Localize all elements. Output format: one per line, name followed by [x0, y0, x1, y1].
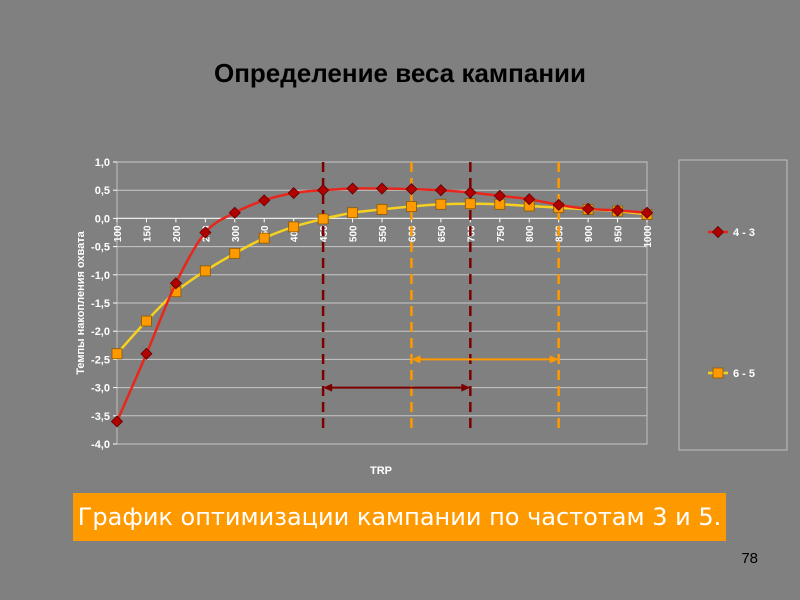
series-4-3-point [582, 202, 595, 215]
page-number: 78 [741, 550, 758, 567]
series-4-3-point [464, 186, 477, 199]
series-4-3-point [258, 194, 271, 207]
x-tick-label: 950 [614, 225, 625, 242]
series-6-5-point [406, 201, 417, 212]
x-tick-label: 800 [525, 225, 536, 242]
x-tick-label: 450 [319, 225, 330, 242]
series-4-3-point [228, 206, 241, 219]
series-6-5-point [347, 207, 358, 219]
legend-label-series-6-5: 6 - 5 [733, 368, 755, 380]
x-tick-label: 550 [378, 225, 389, 242]
series-4-3-point [640, 206, 654, 219]
series-6-5-point [111, 348, 123, 360]
x-tick-label: 1000 [643, 225, 654, 248]
slide-title: Определение веса кампании [214, 58, 586, 88]
series-4-3-point [552, 198, 565, 211]
series-6-5-point [229, 247, 241, 259]
legend-marker-series-4-3 [711, 225, 725, 239]
caption-box: График оптимизации кампании по частотам … [73, 493, 726, 541]
caption-text: График оптимизации кампании по частотам … [77, 503, 722, 531]
y-tick-label: -1,5 [91, 298, 110, 310]
y-axis-ticks: 1,0 0,5 0,0 -0,5 -1,0 -1,5 -2,0 -2,5 -3,0 -3,5 -4,… [91, 157, 117, 451]
series-6-5-point [435, 198, 447, 210]
y-tick-label: -1,0 [91, 270, 110, 282]
dark-red-range-arrow [323, 383, 471, 392]
x-axis-label: TRP [370, 465, 392, 477]
y-tick-label: -3,5 [91, 411, 110, 423]
series-4-3-point [405, 183, 418, 196]
orange-range-arrow-head-left [411, 355, 421, 364]
series-4-3-point [434, 184, 447, 197]
x-tick-label: 650 [437, 225, 448, 242]
y-tick-label: -4,0 [91, 439, 110, 451]
series-4-3-point [611, 204, 624, 217]
legend-marker-series-6-5 [712, 367, 724, 379]
x-tick-label: 300 [231, 225, 242, 242]
series-4-3-point [317, 184, 330, 197]
y-axis-label: Темпы накопления охвата [75, 230, 87, 374]
x-tick-label: 500 [349, 225, 360, 242]
series-6-5-point [317, 213, 329, 225]
x-tick-label: 400 [290, 225, 301, 242]
x-tick-label: 200 [172, 225, 183, 242]
orange-range-arrow-head-right [549, 355, 559, 364]
legend-label-series-4-3: 4 - 3 [733, 227, 755, 239]
series-4-3-point [523, 193, 536, 206]
x-tick-label: 100 [113, 225, 124, 242]
series-4-3-point [199, 226, 212, 239]
series-4-3-point [493, 189, 506, 202]
series-4-3-point [140, 347, 153, 360]
series-4-3-point [287, 186, 300, 200]
orange-range-arrow [411, 355, 559, 364]
y-tick-label: 0,0 [95, 213, 110, 225]
legend: 4 - 3 6 - 5 [708, 225, 755, 380]
x-tick-label: 600 [407, 225, 418, 242]
series-6-5-point [199, 265, 211, 277]
series-6-5-point [141, 315, 152, 327]
x-tick-label: 900 [584, 225, 595, 242]
x-tick-label: 700 [466, 225, 477, 242]
series-6-5-point [258, 232, 270, 244]
y-tick-label: -2,0 [91, 326, 110, 338]
series-6-5-point [464, 198, 476, 210]
guide-lines [321, 162, 560, 434]
y-tick-label: -0,5 [91, 242, 110, 254]
series-4-3-point [169, 277, 182, 290]
legend-box [678, 159, 788, 451]
series-6-5-point [288, 221, 300, 233]
y-tick-label: 1,0 [95, 157, 110, 169]
y-tick-label: -2,5 [91, 354, 110, 366]
y-tick-label: -3,0 [91, 383, 110, 395]
x-tick-label: 750 [496, 225, 507, 242]
series-6-5-point [376, 203, 388, 215]
y-tick-label: 0,5 [95, 185, 110, 197]
dark-red-range-arrow-head-right [461, 383, 471, 392]
dark-red-range-arrow-head-left [323, 383, 333, 392]
x-tick-label: 850 [555, 225, 566, 242]
series-4-3-point [346, 182, 359, 195]
series-4-3-point [375, 182, 389, 195]
series-4-3-point [110, 415, 124, 428]
x-tick-label: 150 [142, 225, 153, 242]
series-layer [110, 182, 654, 428]
